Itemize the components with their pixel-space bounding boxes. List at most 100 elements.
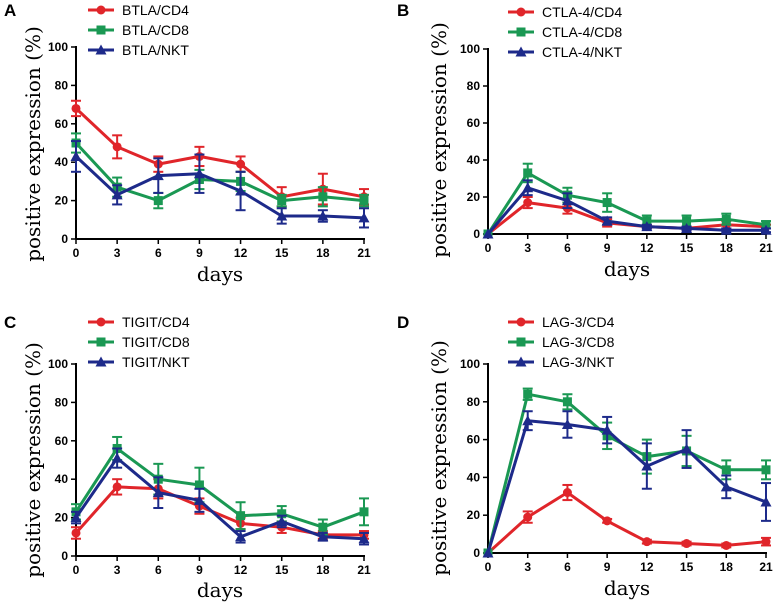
data-point (522, 182, 534, 193)
data-point (561, 418, 573, 429)
x-axis-title: days (197, 262, 243, 286)
data-point (358, 212, 370, 223)
x-tick-label: 9 (196, 563, 203, 577)
legend-label: BTLA/CD4 (122, 2, 189, 18)
y-tick-label: 80 (467, 395, 481, 409)
data-point (761, 465, 771, 475)
x-tick-label: 12 (234, 246, 248, 260)
legend-label: CTLA-4/CD4 (542, 4, 622, 20)
data-point (112, 482, 122, 492)
legend-marker (515, 356, 527, 367)
y-tick-label: 80 (55, 395, 69, 409)
x-tick-label: 18 (316, 246, 330, 260)
y-tick-label: 100 (48, 357, 68, 371)
legend-entry: CTLA-4/CD4 (508, 4, 622, 20)
data-point (111, 189, 123, 200)
data-point (318, 522, 328, 532)
y-axis-title: positive expression (%) (21, 26, 45, 262)
legend-label: TIGIT/CD8 (122, 334, 190, 350)
data-point (70, 512, 82, 523)
data-point (194, 480, 204, 490)
series-line (486, 171, 767, 235)
y-tick-label: 20 (55, 511, 69, 525)
data-point (193, 494, 205, 505)
x-tick-label: 6 (155, 563, 162, 577)
series-line (74, 141, 365, 203)
data-point (682, 216, 692, 226)
y-tick-label: 60 (55, 117, 69, 131)
x-tick-label: 21 (759, 560, 773, 574)
x-tick-label: 18 (316, 563, 330, 577)
data-point (760, 224, 772, 235)
x-tick-label: 15 (275, 246, 289, 260)
x-tick-label: 3 (524, 560, 531, 574)
x-axis-title: days (197, 578, 243, 602)
y-tick-label: 20 (467, 190, 481, 204)
data-point (193, 168, 205, 179)
y-tick-label: 100 (460, 357, 480, 371)
x-tick-label: 0 (73, 563, 80, 577)
data-point (682, 539, 692, 549)
data-point (111, 452, 123, 463)
y-axis-title: positive expression (%) (427, 340, 451, 576)
x-tick-label: 3 (524, 241, 531, 255)
data-point (71, 103, 81, 113)
data-point (601, 424, 613, 435)
y-axis-title: positive expression (%) (427, 22, 451, 258)
data-point (235, 185, 247, 196)
x-axis-title: days (604, 576, 650, 600)
series-line (486, 491, 767, 555)
y-tick-label: 0 (473, 227, 480, 241)
data-point (561, 195, 573, 206)
x-axis-title: days (604, 257, 650, 281)
series-line (74, 155, 365, 220)
data-point (359, 507, 369, 517)
legend-label: LAG-3/CD4 (542, 314, 615, 330)
x-tick-label: 0 (73, 246, 80, 260)
x-tick-label: 21 (759, 241, 773, 255)
data-point (276, 210, 288, 221)
data-point (236, 511, 246, 521)
legend-marker (516, 7, 526, 17)
data-point (482, 228, 494, 239)
data-point (641, 460, 653, 471)
data-point (601, 215, 613, 226)
legend-label: LAG-3/CD8 (542, 334, 615, 350)
series-nkt (70, 140, 370, 229)
data-point (602, 198, 612, 208)
data-point (681, 222, 693, 233)
legend-entry: TIGIT/CD8 (88, 334, 190, 350)
x-tick-label: 6 (564, 241, 571, 255)
data-point (236, 159, 246, 169)
legend-marker (96, 5, 106, 15)
y-tick-label: 40 (467, 153, 481, 167)
legend-marker (95, 356, 107, 367)
y-tick-label: 40 (55, 472, 69, 486)
legend-marker (96, 25, 106, 35)
x-tick-label: 15 (680, 241, 694, 255)
y-tick-label: 0 (61, 549, 68, 563)
series-nkt (482, 179, 772, 239)
legend-label: LAG-3/NKT (542, 354, 615, 370)
data-point (235, 531, 247, 542)
data-point (562, 397, 572, 407)
y-tick-label: 60 (467, 433, 481, 447)
x-tick-label: 12 (640, 241, 654, 255)
y-tick-label: 80 (467, 79, 481, 93)
legend-entry: LAG-3/CD8 (508, 334, 615, 350)
legend-entry: TIGIT/CD4 (88, 314, 190, 330)
data-point (277, 509, 287, 519)
x-tick-label: 12 (234, 563, 248, 577)
series-line (486, 186, 766, 235)
data-point (761, 537, 771, 547)
legend-entry: LAG-3/CD4 (508, 314, 615, 330)
panel-letter: D (397, 313, 409, 332)
x-tick-label: 15 (275, 563, 289, 577)
data-point (277, 196, 287, 206)
data-point (276, 515, 288, 526)
series-nkt (482, 410, 772, 558)
y-tick-label: 40 (467, 470, 481, 484)
data-point (317, 531, 329, 542)
legend-entry: BTLA/CD4 (88, 2, 189, 18)
